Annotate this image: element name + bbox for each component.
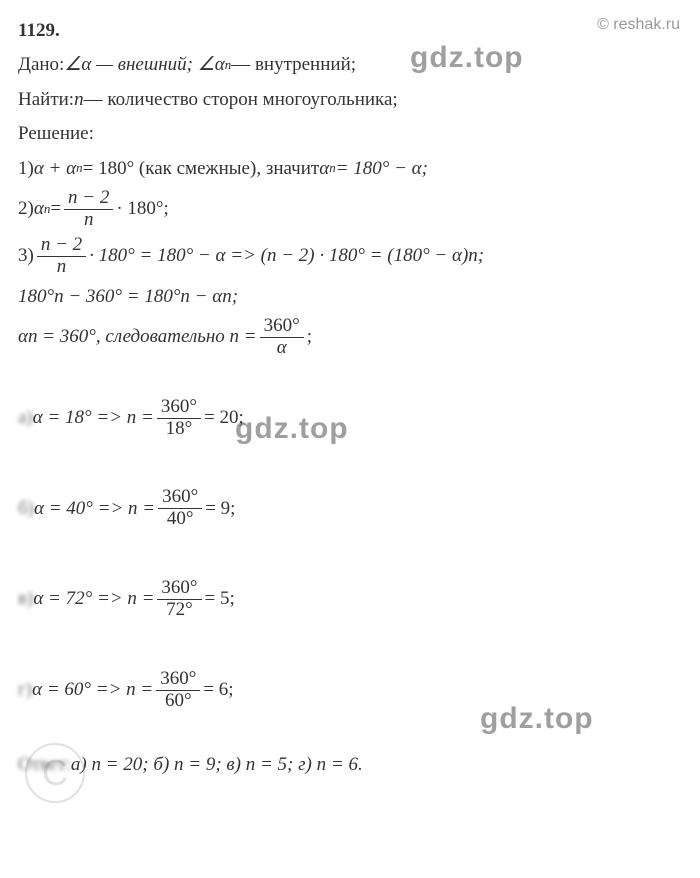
step2-d: · 180°; — [116, 194, 168, 224]
step3-frac-num: n − 2 — [37, 235, 86, 257]
case-d-den: 60° — [161, 691, 196, 712]
step1-c: = 180° (как смежные), значит — [83, 154, 320, 184]
find-text: — количество сторон многоугольника; — [84, 85, 398, 115]
case-a-label: а) — [18, 403, 33, 433]
case-b-label: б) — [18, 494, 34, 524]
case-c-frac: 360° 72° — [157, 578, 201, 621]
case-c-den: 72° — [162, 600, 197, 621]
step3-l3b: ; — [307, 322, 312, 352]
case-b-den: 40° — [163, 509, 198, 530]
find-var: n — [74, 85, 84, 115]
case-d-res: = 6; — [203, 675, 233, 705]
case-b-frac: 360° 40° — [158, 487, 202, 530]
given-line: Дано: ∠α — внешний; ∠α n — внутренний; — [18, 50, 682, 80]
step3-a: 3) — [18, 241, 34, 271]
watermark-gdz-2: gdz.top — [235, 405, 349, 453]
step1: 1) α + α n = 180° (как смежные), значит … — [18, 154, 682, 184]
case-b-num: 360° — [158, 487, 202, 509]
case-c: в) α = 72° => n = 360° 72° = 5; — [18, 578, 682, 621]
step2: 2) α n = n − 2 n · 180°; — [18, 188, 682, 231]
case-c-res: = 5; — [205, 584, 235, 614]
step1-e: = 180° − α; — [336, 154, 428, 184]
given-text2: — внутренний; — [231, 50, 356, 80]
case-a: а) α = 18° => n = 360° 18° = 20; — [18, 397, 682, 440]
case-d-num: 360° — [156, 669, 200, 691]
case-a-num: 360° — [157, 397, 201, 419]
find-line: Найти: n — количество сторон многоугольн… — [18, 85, 682, 115]
case-d-label: г) — [18, 675, 32, 705]
step3-l3: αn = 360°, следовательно n = 360° α ; — [18, 316, 682, 359]
step1-d: α — [319, 154, 329, 184]
case-c-num: 360° — [157, 578, 201, 600]
case-b-eq: α = 40° => n = — [34, 494, 155, 524]
watermark-gdz-3: gdz.top — [480, 695, 594, 743]
solution-label: Решение: — [18, 119, 682, 149]
case-b: б) α = 40° => n = 360° 40° = 9; — [18, 487, 682, 530]
step2-frac-den: n — [80, 210, 98, 231]
step3-frac2: 360° α — [260, 316, 304, 359]
step3-frac2-den: α — [273, 338, 291, 359]
step1-a: 1) — [18, 154, 34, 184]
step1-b: α + α — [34, 154, 76, 184]
step3-b: · 180° = 180° − α => (n − 2) · 180° = (1… — [89, 241, 484, 271]
answer-label: Ответ: — [18, 750, 71, 780]
step2-b: α — [34, 194, 44, 224]
case-d-eq: α = 60° => n = — [32, 675, 153, 705]
case-c-eq: α = 72° => n = — [33, 584, 154, 614]
watermark-gdz-1: gdz.top — [410, 34, 524, 82]
watermark-reshak: © reshak.ru — [597, 12, 680, 38]
step3-l2: 180°n − 360° = 180°n − αn; — [18, 282, 682, 312]
case-c-label: в) — [18, 584, 33, 614]
step2-frac: n − 2 n — [64, 188, 113, 231]
step2-c: = — [50, 194, 61, 224]
step3-frac2-num: 360° — [260, 316, 304, 338]
step3-l3a: αn = 360°, следовательно n = — [18, 322, 257, 352]
step3-frac-den: n — [53, 257, 71, 278]
problem-number: 1129. — [18, 16, 682, 46]
case-a-eq: α = 18° => n = — [33, 403, 154, 433]
step3-l1: 3) n − 2 n · 180° = 180° − α => (n − 2) … — [18, 235, 682, 278]
given-text1: ∠α — внешний; ∠α — [64, 50, 224, 80]
case-a-frac: 360° 18° — [157, 397, 201, 440]
answer-line: Ответ: а) n = 20; б) n = 9; в) n = 5; г)… — [18, 750, 682, 780]
find-label: Найти: — [18, 85, 74, 115]
step3-frac: n − 2 n — [37, 235, 86, 278]
step2-a: 2) — [18, 194, 34, 224]
case-b-res: = 9; — [205, 494, 235, 524]
case-d-frac: 360° 60° — [156, 669, 200, 712]
step2-frac-num: n − 2 — [64, 188, 113, 210]
given-label: Дано: — [18, 50, 64, 80]
answer-text: а) n = 20; б) n = 9; в) n = 5; г) n = 6. — [71, 750, 363, 780]
case-a-den: 18° — [162, 419, 197, 440]
